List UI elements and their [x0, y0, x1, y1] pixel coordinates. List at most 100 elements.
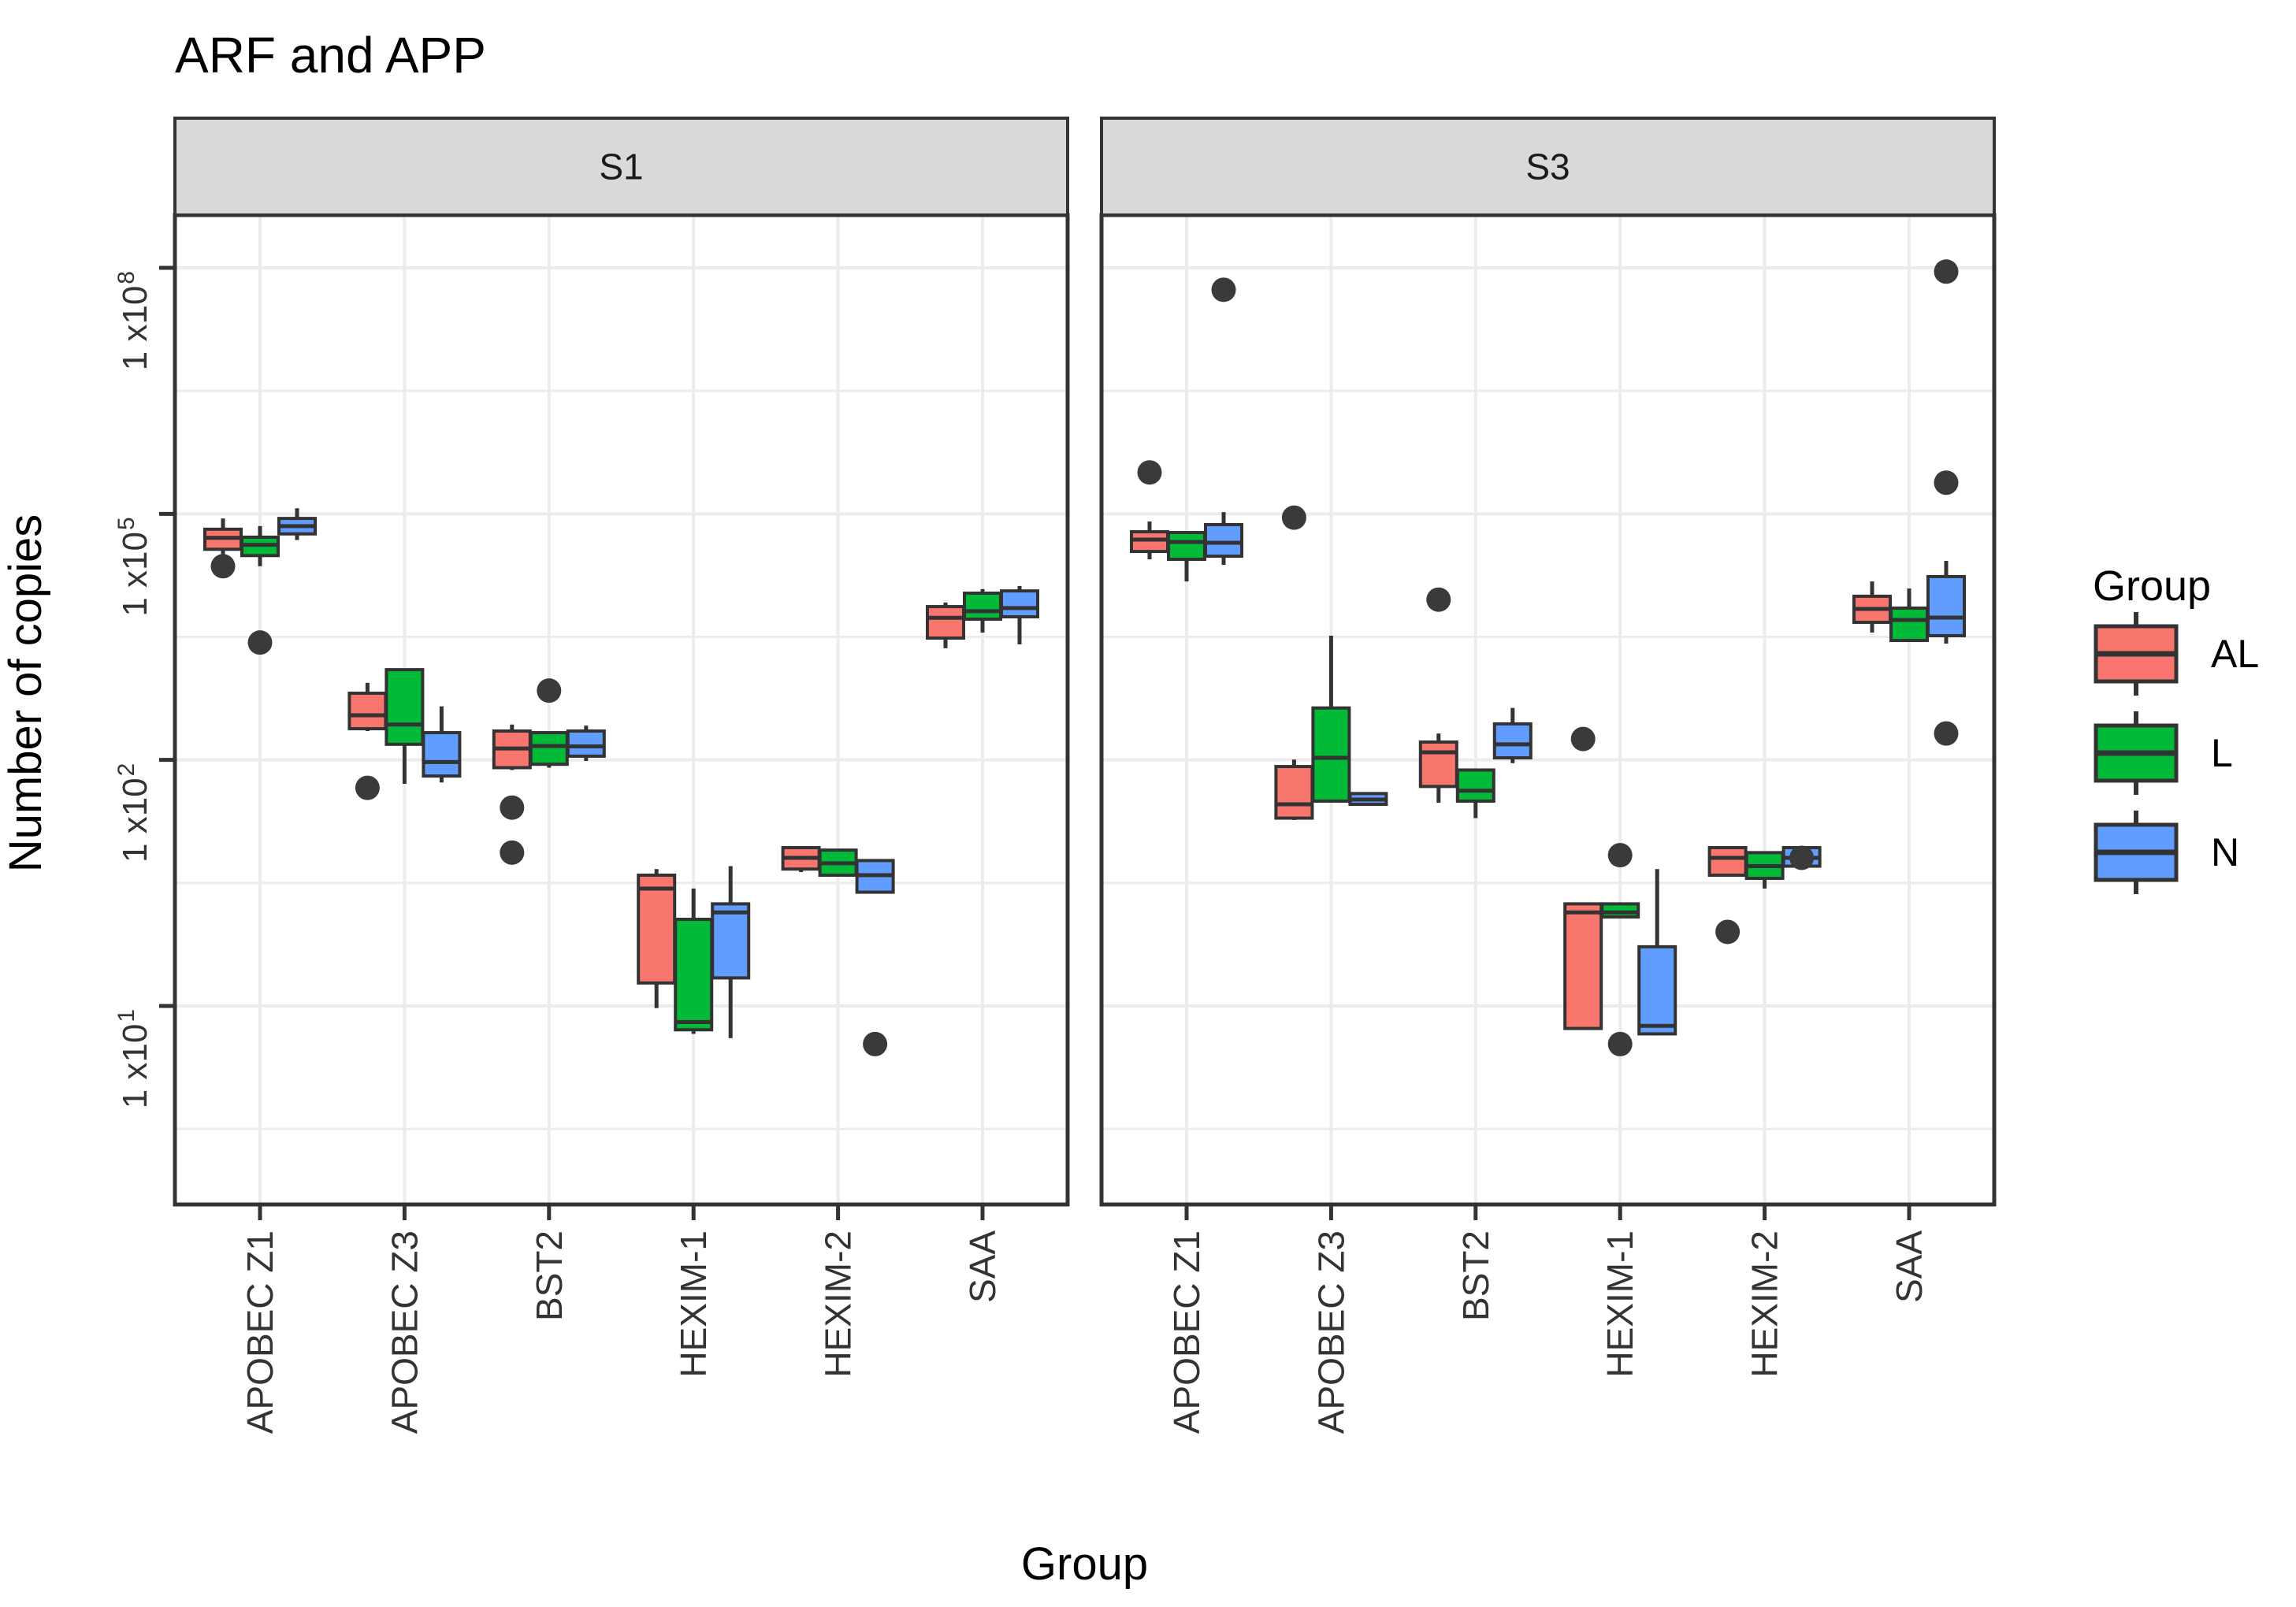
legend-title: Group: [2093, 562, 2211, 610]
y-tick-label-exp: 8: [113, 271, 139, 284]
legend-entry-L: L: [2094, 711, 2233, 795]
box-APOBEC Z3-N: [422, 706, 462, 783]
x-tick-label: HEXIM-1: [1599, 1230, 1640, 1378]
x-tick-label: SAA: [962, 1230, 1003, 1303]
outlier-dot: [500, 795, 525, 820]
plot-title: ARF and APP: [175, 27, 486, 84]
box-BST2-N: [566, 726, 606, 762]
facet-panel-S1: S1 APOBEC Z1 APOBEC Z3 BST2 HEXIM-1 HEXIM-2 SA…: [173, 117, 1070, 1434]
box-rect: [385, 668, 425, 746]
box-HEXIM-1-N: [711, 866, 751, 1038]
y-tick-label: 1 x10 1: [113, 1009, 154, 1108]
outlier-dot: [1607, 843, 1633, 868]
box-HEXIM-2-L: [818, 848, 858, 878]
y-tick-label-base: 1 x10: [116, 1024, 154, 1109]
box-APOBEC Z1-N: [277, 508, 317, 540]
box-BST2-AL: [1418, 587, 1458, 803]
box-APOBEC Z1-L: [1167, 531, 1206, 582]
outlier-dot: [1211, 277, 1236, 302]
box-rect: [1311, 706, 1351, 803]
box-rect: [1600, 902, 1640, 919]
x-tick-label: SAA: [1889, 1230, 1930, 1303]
box-SAA-L: [963, 588, 1002, 633]
outlier-dot: [1570, 726, 1596, 752]
y-tick-label-base: 1 x10: [116, 286, 154, 371]
outlier-dot: [863, 1031, 888, 1056]
box-rect: [637, 874, 677, 985]
x-tick-label: HEXIM-2: [818, 1230, 859, 1378]
box-APOBEC Z1-AL: [203, 518, 243, 579]
box-HEXIM-2-N: [855, 859, 895, 1056]
x-tick-label: HEXIM-2: [1744, 1230, 1785, 1378]
box-rect: [1204, 522, 1243, 559]
box-HEXIM-2-AL: [1707, 846, 1748, 945]
y-tick-label-base: 1 x10: [116, 532, 154, 617]
outlier-dot: [1426, 587, 1451, 612]
box-SAA-N: [1926, 259, 1966, 746]
outlier-dot: [1934, 721, 1959, 746]
x-tick-label: APOBEC Z3: [1310, 1230, 1351, 1434]
box-APOBEC Z3-AL: [347, 682, 388, 800]
y-tick-label: 1 x102: [113, 763, 154, 863]
box-rect: [926, 605, 965, 640]
facet-strip: [1100, 117, 1996, 217]
box-SAA-N: [1000, 585, 1039, 645]
box-rect: [347, 692, 388, 731]
legend-entry-AL: AL: [2094, 612, 2259, 696]
box-rect: [422, 731, 462, 778]
x-tick-label: BST2: [1455, 1230, 1496, 1321]
facet-panel-S3: S3 APOBEC Z1 APOBEC Z3 BST2 HEXIM-1 HEXIM-2 SA…: [1099, 117, 1997, 1434]
box-rect: [1418, 740, 1458, 789]
box-rect: [566, 729, 606, 758]
legend-entry-N: N: [2094, 811, 2239, 894]
x-tick-label: APOBEC Z1: [1166, 1230, 1207, 1434]
x-tick-label: BST2: [529, 1230, 570, 1321]
box-rect: [1492, 722, 1533, 760]
outlier-dot: [1137, 460, 1162, 485]
outlier-dot: [1789, 845, 1815, 870]
box-BST2-N: [1492, 707, 1533, 763]
x-tick-label: HEXIM-1: [673, 1230, 714, 1378]
facet-strip: [173, 117, 1069, 217]
box-HEXIM-2-AL: [781, 846, 821, 873]
box-rect: [1455, 768, 1495, 803]
outlier-dot: [1934, 259, 1959, 284]
y-tick-label: 1 x10 8: [113, 271, 154, 370]
legend-entry-label: N: [2211, 830, 2239, 874]
box-HEXIM-1-N: [1637, 869, 1677, 1036]
box-rect: [963, 591, 1002, 622]
x-tick-label: APOBEC Z3: [384, 1230, 425, 1434]
x-tick-label: APOBEC Z1: [240, 1230, 280, 1434]
box-rect: [1889, 606, 1929, 643]
box-rect: [1167, 531, 1206, 562]
outlier-dot: [355, 775, 380, 800]
box-rect: [1637, 945, 1677, 1036]
outlier-dot: [537, 678, 562, 703]
box-HEXIM-1-L: [1600, 843, 1640, 1056]
y-tick-label-exp: 2: [113, 763, 139, 777]
box-APOBEC Z1-AL: [1130, 460, 1169, 560]
box-APOBEC Z1-L: [240, 525, 280, 655]
outlier-dot: [1934, 470, 1959, 495]
box-rect: [1274, 765, 1314, 820]
box-rect: [1926, 574, 1966, 637]
outlier-dot: [1607, 1031, 1633, 1056]
y-tick-label-exp: 1: [113, 1009, 139, 1022]
legend-entry-label: AL: [2211, 632, 2259, 676]
box-BST2-L: [1455, 768, 1495, 818]
outlier-dot: [247, 630, 273, 655]
box-APOBEC Z1-N: [1204, 277, 1243, 566]
box-APOBEC Z3-L: [385, 668, 425, 784]
outlier-dot: [500, 840, 525, 865]
outlier-dot: [1715, 919, 1741, 945]
box-HEXIM-1-AL: [1563, 726, 1603, 1030]
box-rect: [674, 918, 714, 1032]
box-APOBEC Z3-L: [1311, 635, 1351, 803]
outlier-dot: [210, 554, 236, 579]
box-rect: [711, 902, 751, 980]
y-axis-title: Number of copies: [0, 514, 51, 873]
box-rect: [1000, 589, 1039, 618]
